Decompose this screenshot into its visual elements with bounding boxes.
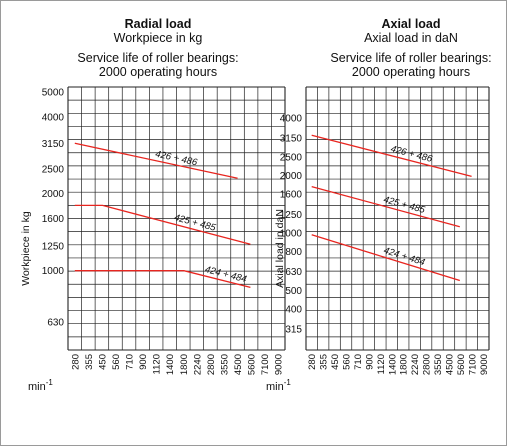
radial-y-axis-label: Workpiece in kg bbox=[20, 211, 32, 286]
radial-x-tick-label: 2240 bbox=[192, 354, 203, 375]
axial-y-tick-label: 500 bbox=[285, 286, 302, 297]
radial-grid bbox=[67, 86, 286, 351]
radial-x-tick-label: 1400 bbox=[165, 354, 176, 375]
axial-y-tick-label: 2500 bbox=[280, 153, 303, 164]
radial-x-tick-label: 900 bbox=[138, 354, 149, 370]
radial-x-tick-label: 450 bbox=[97, 354, 108, 370]
radial-x-tick-label: 560 bbox=[111, 354, 122, 370]
axial-x-tick-label: 355 bbox=[319, 354, 330, 370]
radial-x-tick-label: 280 bbox=[70, 354, 81, 370]
axial-y-tick-label: 315 bbox=[285, 325, 302, 336]
axial-y-tick-label: 400 bbox=[285, 305, 302, 316]
axial-x-tick-label: 1120 bbox=[376, 354, 387, 374]
radial-series-label: 424 + 484 bbox=[204, 264, 248, 285]
radial-x-tick-label: 710 bbox=[125, 354, 136, 370]
axial-x-tick-label: 2800 bbox=[422, 354, 433, 375]
axial-series-line bbox=[311, 185, 460, 228]
axial-series-line bbox=[311, 234, 460, 282]
axial-series-label: 426 + 486 bbox=[389, 144, 434, 165]
axial-x-tick-label: 560 bbox=[342, 354, 353, 370]
radial-x-tick-label: 355 bbox=[84, 354, 95, 370]
axial-x-tick-label: 1400 bbox=[387, 354, 398, 375]
axial-series-line bbox=[311, 134, 472, 178]
radial-y-tick-label: 2500 bbox=[42, 164, 65, 175]
radial-y-tick-label: 5000 bbox=[42, 88, 65, 99]
axial-series-label: 424 + 484 bbox=[382, 245, 426, 268]
axial-x-tick-label: 710 bbox=[353, 354, 364, 370]
axial-x-tick-label: 9000 bbox=[479, 354, 490, 375]
radial-x-tick-label: 3550 bbox=[219, 354, 230, 375]
axial-note-line1: Service life of roller bearings: bbox=[330, 51, 492, 65]
radial-x-tick-label: 4500 bbox=[233, 354, 244, 375]
radial-x-tick-label: 9000 bbox=[274, 354, 285, 375]
radial-header: Radial load Workpiece in kg Service life… bbox=[31, 17, 285, 79]
radial-note-line1: Service life of roller bearings: bbox=[77, 51, 239, 65]
radial-y-tick-label: 1250 bbox=[42, 241, 65, 252]
radial-y-tick-label: 630 bbox=[47, 318, 64, 329]
radial-series-line bbox=[74, 142, 238, 179]
axial-y-tick-label: 800 bbox=[285, 247, 302, 258]
radial-x-tick-label: 5600 bbox=[247, 354, 258, 375]
radial-series-line bbox=[74, 270, 251, 289]
radial-y-tick-label: 4000 bbox=[42, 112, 65, 123]
radial-subtitle: Workpiece in kg bbox=[113, 31, 203, 45]
axial-y-tick-label: 2000 bbox=[280, 171, 303, 182]
axial-header: Axial load Axial load in daN Service lif… bbox=[284, 17, 507, 79]
axial-y-axis-label: Axial load in daN bbox=[274, 209, 286, 288]
axial-chart: 315 400 500 630 800 1000 1250 1600 2000 2500 3150 4… bbox=[266, 86, 490, 393]
axial-x-tick-label: 2240 bbox=[410, 354, 421, 375]
radial-y-tick-label: 1000 bbox=[42, 266, 65, 277]
radial-x-tick-label: 1120 bbox=[152, 354, 163, 374]
axial-title: Axial load bbox=[381, 17, 441, 31]
radial-x-tick-label: 7100 bbox=[260, 354, 271, 375]
axial-subtitle: Axial load in daN bbox=[364, 31, 458, 45]
axial-x-tick-label: 5600 bbox=[456, 354, 467, 375]
radial-y-tick-label: 1600 bbox=[42, 214, 65, 225]
axial-y-tick-label: 3150 bbox=[280, 133, 303, 144]
axial-y-tick-label: 630 bbox=[285, 267, 302, 278]
axial-y-tick-label: 1600 bbox=[280, 190, 303, 201]
axial-x-tick-label: 280 bbox=[307, 354, 318, 370]
radial-title: Radial load bbox=[124, 17, 192, 31]
axial-grid bbox=[305, 86, 490, 351]
radial-x-axis-label: min-1 bbox=[28, 378, 53, 393]
radial-x-tick-label: 2800 bbox=[206, 354, 217, 375]
radial-series-line bbox=[74, 204, 251, 245]
axial-y-tick-label: 4000 bbox=[280, 114, 303, 125]
radial-y-tick-label: 2000 bbox=[42, 189, 65, 200]
axial-x-tick-label: 7100 bbox=[467, 354, 478, 375]
axial-x-tick-label: 450 bbox=[330, 354, 341, 370]
axial-x-tick-label: 4500 bbox=[444, 354, 455, 375]
radial-x-tick-label: 1800 bbox=[179, 354, 190, 375]
axial-note-line2: 2000 operating hours bbox=[351, 65, 471, 79]
axial-x-axis-label: min-1 bbox=[266, 378, 291, 393]
axial-y-tick-label: 1000 bbox=[280, 229, 303, 240]
axial-x-tick-label: 3550 bbox=[433, 354, 444, 375]
axial-x-tick-label: 1800 bbox=[399, 354, 410, 375]
radial-note-line2: 2000 operating hours bbox=[98, 65, 218, 79]
radial-y-tick-label: 3150 bbox=[42, 139, 65, 150]
radial-series-label: 425 + 485 bbox=[173, 212, 218, 234]
axial-y-tick-label: 1250 bbox=[280, 210, 303, 221]
axial-x-tick-label: 900 bbox=[364, 354, 375, 370]
